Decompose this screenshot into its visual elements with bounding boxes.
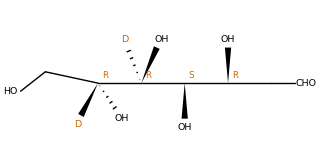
Text: D: D: [74, 120, 82, 129]
Text: R: R: [102, 71, 108, 80]
Text: D: D: [121, 35, 128, 44]
Text: OH: OH: [154, 35, 169, 44]
Text: CHO: CHO: [296, 79, 317, 88]
Polygon shape: [141, 46, 160, 83]
Text: OH: OH: [221, 35, 235, 44]
Text: R: R: [232, 71, 238, 80]
Text: R: R: [145, 71, 151, 80]
Text: HO: HO: [3, 87, 18, 96]
Polygon shape: [78, 83, 98, 117]
Text: S: S: [188, 71, 194, 80]
Polygon shape: [225, 48, 231, 83]
Polygon shape: [182, 83, 188, 119]
Text: OH: OH: [178, 123, 192, 132]
Text: OH: OH: [114, 114, 128, 123]
